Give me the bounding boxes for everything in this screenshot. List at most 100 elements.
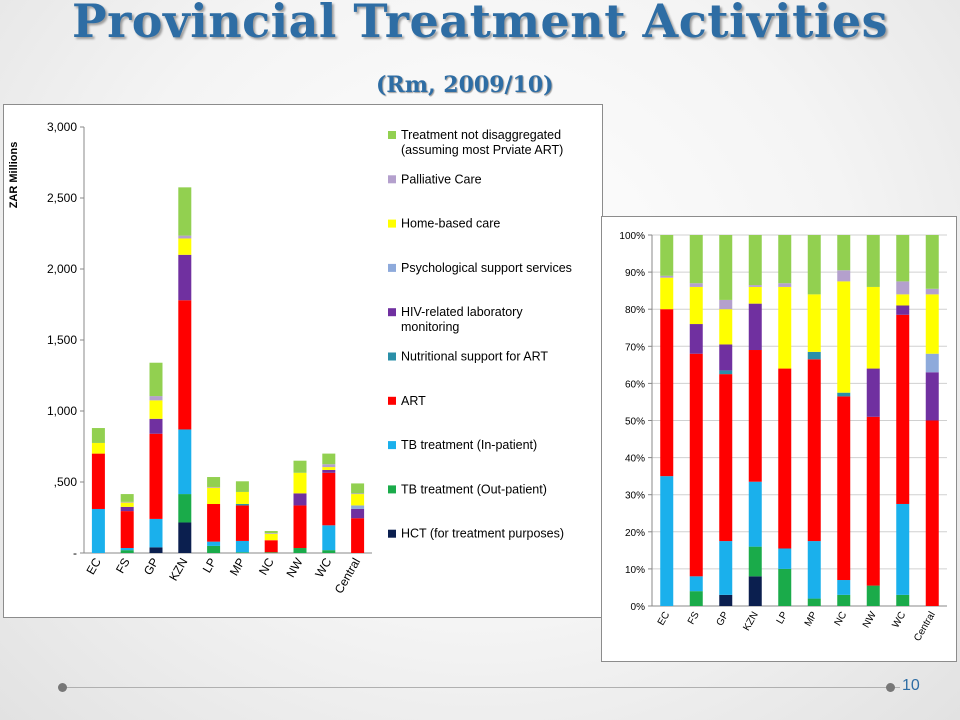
pct-bar-lp-home-based-care (778, 286, 792, 369)
pct-bar-lp-tb-treatment-in-patient (778, 548, 792, 569)
legend-swatch-hiv-related-laboratory-m (388, 308, 396, 317)
abs-y-axis-label: ZAR Millions (8, 142, 20, 209)
legend-swatch-treatment-not-disaggrega (388, 131, 396, 139)
pct-bar-gp-tb-treatment-in-patient (719, 541, 733, 595)
pct-bar-gp-hct-for-treatment-purpos (719, 594, 733, 606)
pct-bar-lp-palliative-care (778, 283, 792, 287)
pct-bar-mp-home-based-care (807, 294, 821, 352)
pct-y-tick-label: 70% (625, 342, 645, 353)
abs-bar-nc-tb-treatment-out-patient (264, 552, 278, 553)
pct-bar-central-home-based-care (925, 294, 939, 354)
abs-bar-fs-home-based-care (120, 502, 134, 507)
pct-bar-mp-art (807, 359, 821, 542)
legend-swatch-tb-treatment-in-patient (388, 441, 396, 450)
abs-bar-wc-art (322, 472, 336, 526)
abs-bar-fs-art (120, 511, 134, 549)
pct-bar-nc-treatment-not-disaggrega (837, 235, 851, 271)
legend-swatch-hct-for-treatment-purpos (388, 529, 396, 538)
pct-y-tick-label: 0% (631, 602, 646, 613)
pct-bar-nc-nutritional-support-for- (837, 392, 851, 397)
pct-bar-central-palliative-care (925, 288, 939, 295)
pct-x-tick-label: MP (803, 610, 820, 629)
abs-bar-kzn-home-based-care (178, 238, 192, 255)
abs-bar-gp-hiv-related-laboratory-m (149, 418, 163, 434)
pct-bar-nc-art (837, 396, 851, 581)
abs-bar-kzn-tb-treatment-out-patient (178, 494, 192, 523)
abs-bar-kzn-hiv-related-laboratory-m (178, 254, 192, 301)
legend-swatch-art (388, 396, 396, 405)
abs-bar-central-palliative-care (351, 493, 365, 495)
legend-label-tb-treatment-out-patient: TB treatment (Out-patient) (401, 482, 547, 496)
page-title: Provincial Treatment Activities (71, 0, 889, 48)
pct-bar-kzn-home-based-care (748, 286, 762, 304)
pct-bar-kzn-hct-for-treatment-purpos (748, 576, 762, 606)
abs-bar-mp-tb-treatment-out-patient (235, 552, 249, 553)
pct-x-tick-label: FS (686, 610, 702, 627)
pct-bar-nw-home-based-care (866, 286, 880, 369)
footer-dot-right (886, 683, 895, 692)
pct-x-tick-label: NW (861, 610, 879, 630)
pct-y-tick-label: 30% (625, 491, 645, 502)
pct-bar-gp-palliative-care (719, 299, 733, 310)
legend-swatch-palliative-care (388, 175, 396, 184)
abs-x-tick-label: GP (141, 556, 162, 578)
abs-bar-nc-palliative-care (264, 533, 278, 534)
abs-bar-lp-tb-treatment-out-patient (207, 545, 221, 553)
legend-label-hiv-related-laboratory-m: HIV-related laboratory monitoring (401, 305, 523, 334)
abs-bar-central-hiv-related-laboratory-m (351, 508, 365, 519)
pct-bar-kzn-palliative-care (748, 285, 762, 287)
pct-bar-fs-palliative-care (689, 283, 703, 287)
pct-bar-mp-tb-treatment-out-patient (807, 598, 821, 606)
abs-bar-gp-palliative-care (149, 396, 163, 401)
abs-bar-gp-hct-for-treatment-purpos (149, 547, 163, 553)
abs-bar-nc-treatment-not-disaggrega (264, 530, 278, 534)
abs-bar-nw-hiv-related-laboratory-m (293, 493, 307, 506)
abs-bar-gp-treatment-not-disaggrega (149, 362, 163, 397)
abs-bar-ec-tb-treatment-in-patient (91, 508, 105, 553)
abs-bar-lp-tb-treatment-in-patient (207, 541, 221, 546)
pct-bar-kzn-hiv-related-laboratory-m (748, 303, 762, 351)
abs-bar-fs-tb-treatment-in-patient (120, 548, 134, 551)
abs-bar-fs-treatment-not-disaggrega (120, 494, 134, 502)
abs-bar-ec-home-based-care (91, 442, 105, 454)
abs-bar-kzn-hct-for-treatment-purpos (178, 522, 192, 553)
pct-y-tick-label: 100% (619, 231, 645, 242)
percent-stacked-bar-chart: 0% 10% 20% 30% 40% 50% 60% 70% 80% 90% 100% EC FS GP K… (601, 216, 957, 662)
abs-x-tick-label: Central (332, 556, 363, 597)
abs-bar-lp-home-based-care (207, 487, 221, 505)
pct-bar-lp-treatment-not-disaggrega (778, 235, 792, 284)
pct-bar-ec-tb-treatment-in-patient (660, 476, 674, 606)
abs-bar-ec-treatment-not-disaggrega (91, 428, 105, 443)
abs-y-tick-label: 2,500 (47, 191, 77, 205)
abs-bar-nw-treatment-not-disaggrega (293, 460, 307, 473)
pct-bar-wc-home-based-care (896, 294, 910, 306)
abs-bar-nc-art (264, 540, 278, 553)
abs-bar-kzn-palliative-care (178, 235, 192, 239)
pct-bar-fs-hiv-related-laboratory-m (689, 324, 703, 354)
legend-label-nutritional-support-for-: Nutritional support for ART (401, 350, 548, 364)
abs-bar-nw-tb-treatment-out-patient (293, 548, 307, 553)
pct-bar-wc-art (896, 314, 910, 504)
abs-y-tick-label: 1,000 (47, 404, 77, 418)
pct-bar-nw-art (866, 416, 880, 586)
abs-bar-wc-hiv-related-laboratory-m (322, 469, 336, 473)
abs-bar-lp-art (207, 504, 221, 542)
pct-bar-lp-art (778, 368, 792, 549)
abs-bar-wc-tb-treatment-out-patient (322, 550, 336, 553)
pct-bar-gp-home-based-care (719, 309, 733, 345)
footer-divider (60, 687, 900, 688)
abs-bar-wc-palliative-care (322, 464, 336, 468)
abs-bar-fs-hiv-related-laboratory-m (120, 506, 134, 512)
abs-x-tick-label: NW (283, 555, 305, 580)
pct-y-tick-label: 50% (625, 417, 645, 428)
pct-bar-central-psychological-support-se (925, 353, 939, 373)
abs-bar-gp-art (149, 433, 163, 519)
abs-bar-kzn-art (178, 300, 192, 430)
legend-swatch-home-based-care (388, 219, 396, 228)
abs-y-tick-label: - (73, 546, 77, 560)
abs-x-tick-label: LP (200, 556, 219, 576)
abs-x-tick-label: KZN (166, 556, 190, 584)
pct-bar-kzn-art (748, 350, 762, 482)
pct-bar-wc-tb-treatment-out-patient (896, 594, 910, 606)
pct-bar-fs-treatment-not-disaggrega (689, 235, 703, 284)
